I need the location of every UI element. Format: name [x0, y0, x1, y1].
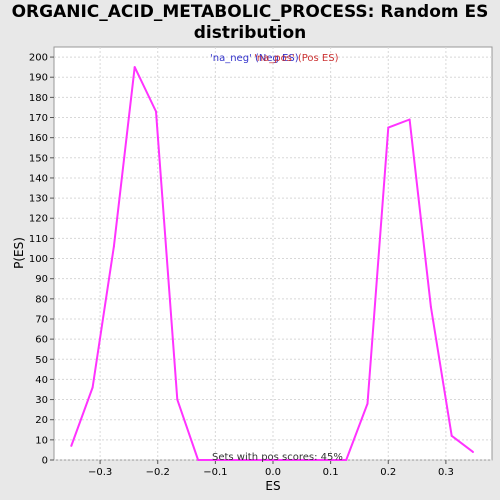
y-tick-label: 100 — [29, 254, 48, 265]
y-tick-label: 70 — [35, 314, 48, 325]
y-tick-label: 170 — [29, 113, 48, 124]
data-point — [408, 118, 411, 121]
x-tick-label: 0.1 — [323, 467, 339, 478]
y-tick-label: 180 — [29, 93, 48, 104]
y-tick-label: 90 — [35, 274, 48, 285]
x-tick-label: 0.0 — [265, 467, 281, 478]
data-point — [155, 110, 158, 113]
data-point — [112, 245, 115, 248]
y-tick-label: 120 — [29, 214, 48, 225]
data-point — [197, 459, 200, 461]
data-point — [471, 450, 474, 453]
x-tick-label: −0.1 — [203, 467, 227, 478]
data-point — [429, 305, 432, 308]
y-tick-label: 200 — [29, 53, 48, 64]
data-point — [366, 402, 369, 405]
x-axis-label: ES — [265, 479, 280, 493]
chart-title-line-2: distribution — [193, 23, 307, 43]
chart-title-line-1: ORGANIC_ACID_METABOLIC_PROCESS: Random E… — [11, 2, 489, 22]
data-point — [70, 444, 73, 447]
y-tick-label: 60 — [35, 335, 48, 346]
data-point — [239, 459, 242, 461]
y-tick-label: 80 — [35, 294, 48, 305]
data-point — [218, 459, 221, 461]
data-point — [176, 398, 179, 401]
y-tick-label: 50 — [35, 355, 48, 366]
y-tick-label: 30 — [35, 395, 48, 406]
y-tick-label: 150 — [29, 153, 48, 164]
x-tick-label: 0.2 — [380, 467, 396, 478]
y-tick-label: 130 — [29, 194, 48, 205]
x-tick-label: 0.3 — [438, 467, 454, 478]
data-point — [450, 434, 453, 437]
y-tick-label: 20 — [35, 415, 48, 426]
series-line — [70, 66, 474, 461]
x-tick-label: −0.2 — [146, 467, 170, 478]
y-tick-label: 160 — [29, 133, 48, 144]
series-layer — [70, 66, 474, 461]
y-tick-label: 190 — [29, 73, 48, 84]
data-point — [345, 459, 348, 461]
data-point — [281, 459, 284, 461]
y-axis-label: P(ES) — [12, 237, 26, 269]
y-tick-label: 10 — [35, 435, 48, 446]
x-tick-label: −0.3 — [88, 467, 112, 478]
legend-pos: 'na_pos' (Pos ES) — [254, 53, 339, 64]
data-point — [303, 459, 306, 461]
data-point — [323, 459, 326, 461]
grid-layer — [54, 47, 492, 461]
chart-annotation: Sets with pos scores: 45% — [212, 452, 343, 463]
data-point — [133, 66, 136, 69]
legend-neg: 'na_neg' (Neg ES) — [210, 53, 299, 64]
y-tick-label: 40 — [35, 375, 48, 386]
data-point — [260, 459, 263, 461]
y-tick-label: 0 — [42, 456, 48, 467]
chart-title: ORGANIC_ACID_METABOLIC_PROCESS: Random E… — [0, 2, 500, 44]
axis-layer: 0 10 20 30 40 50 60 70 80 90 100 110 120 130 140 150 160… — [29, 53, 454, 478]
y-tick-label: 110 — [29, 234, 48, 245]
y-tick-label: 140 — [29, 173, 48, 184]
data-point — [91, 386, 94, 389]
data-point — [387, 126, 390, 129]
